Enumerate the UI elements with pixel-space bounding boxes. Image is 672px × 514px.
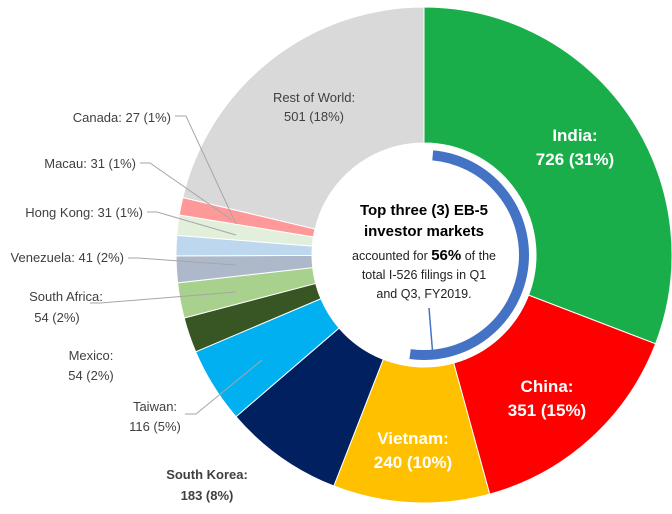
- leader-hong-kong: [147, 211, 237, 236]
- label-canada: Canada: 27 (1%): [73, 110, 171, 125]
- label-mexico-value: 54 (2%): [68, 368, 114, 383]
- label-india-name: India:: [552, 126, 597, 145]
- label-south-korea-value: 183 (8%): [181, 488, 234, 503]
- slice-china: [453, 294, 657, 495]
- label-rest-of-world-value: 501 (18%): [284, 109, 344, 124]
- label-taiwan-value: 116 (5%): [129, 419, 181, 434]
- label-vietnam-name: Vietnam:: [377, 429, 449, 448]
- center-highlight-pct: 56%: [431, 247, 461, 264]
- label-rest-of-world-name: Rest of World:: [273, 90, 355, 105]
- label-china-name: China:: [521, 377, 574, 396]
- slice-rest-of-world: [182, 6, 425, 230]
- center-body-line1: accounted for 56% of the: [352, 247, 496, 264]
- leader-south-africa: [90, 291, 237, 304]
- center-body-line2: total I-526 filings in Q1: [362, 268, 486, 282]
- label-south-korea-name: South Korea:: [166, 467, 248, 482]
- label-china-value: 351 (15%): [508, 401, 586, 420]
- label-macau: Macau: 31 (1%): [44, 156, 136, 171]
- center-accent-arc: [409, 150, 529, 360]
- label-mexico-name: Mexico:: [69, 348, 114, 363]
- leader-lines: [90, 115, 263, 415]
- center-title-line1: Top three (3) EB-5: [360, 202, 488, 219]
- leader-canada: [175, 115, 237, 225]
- label-hong-kong: Hong Kong: 31 (1%): [25, 205, 143, 220]
- center-body-line3: and Q3, FY2019.: [376, 287, 471, 301]
- donut-slices: [175, 6, 672, 504]
- leader-taiwan: [185, 359, 263, 415]
- label-vietnam-value: 240 (10%): [374, 453, 452, 472]
- slice-india: [423, 6, 672, 345]
- leader-venezuela: [128, 257, 237, 266]
- label-venezuela: Venezuela: 41 (2%): [11, 250, 124, 265]
- center-title-line2: investor markets: [364, 223, 484, 240]
- label-south-africa-name: South Africa:: [29, 289, 103, 304]
- label-india-value: 726 (31%): [536, 150, 614, 169]
- label-taiwan-name: Taiwan:: [133, 399, 177, 414]
- leader-macau: [140, 162, 233, 221]
- label-south-africa-value: 54 (2%): [34, 310, 80, 325]
- center-accent-pointer: [428, 307, 434, 358]
